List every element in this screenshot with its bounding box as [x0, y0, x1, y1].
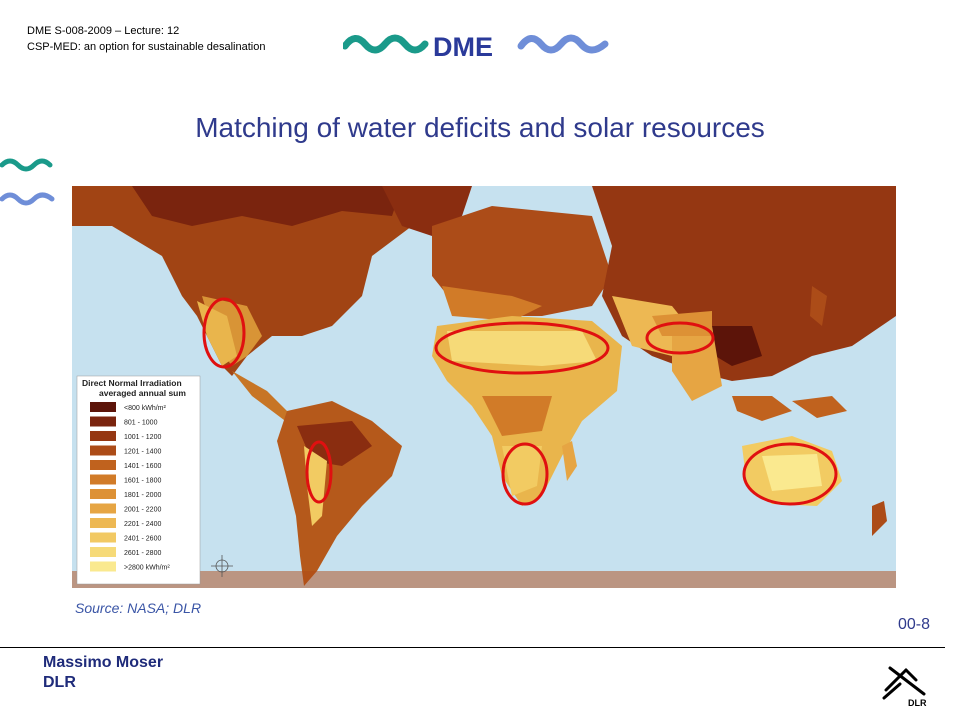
- legend-label: 1201 - 1400: [124, 449, 161, 456]
- legend-label: 2601 - 2800: [124, 550, 161, 557]
- legend-swatch: [90, 445, 116, 456]
- dlr-emblem-icon: [882, 666, 926, 700]
- header-line2: CSP-MED: an option for sustainable desal…: [27, 41, 266, 53]
- slide-number: 00-8: [897, 616, 930, 633]
- legend-label: 1601 - 1800: [124, 478, 161, 485]
- dlr-logo-text: DLR: [908, 698, 927, 708]
- source-caption: Source: NASA; DLR: [75, 600, 202, 616]
- legend-swatch: [90, 416, 116, 427]
- legend-swatch: [90, 460, 116, 470]
- compass-rose-icon: [211, 555, 233, 577]
- legend-swatch: [90, 561, 116, 572]
- legend-label: 1401 - 1600: [124, 463, 161, 470]
- legend-swatch: [90, 518, 116, 528]
- highlight-atacama: [305, 440, 333, 504]
- legend-label: <800 kWh/m²: [124, 405, 166, 412]
- legend-label: 1001 - 1200: [124, 434, 161, 441]
- legend-swatch: [90, 503, 116, 514]
- legend-title-line2: averaged annual sum: [99, 388, 186, 398]
- europe: [432, 206, 612, 316]
- legend-swatch: [90, 431, 116, 441]
- dme-logo-text: DME: [433, 32, 493, 62]
- legend-label: 2201 - 2400: [124, 521, 161, 528]
- legend-swatch: [90, 402, 116, 412]
- legend-label: 2401 - 2600: [124, 536, 161, 543]
- blue-wave-icon: [517, 34, 609, 54]
- highlight-australia: [742, 442, 838, 506]
- highlight-south-asia: [645, 321, 715, 355]
- dme-logo: DME: [343, 32, 609, 62]
- north-america: [72, 186, 412, 376]
- highlight-markers: [202, 297, 838, 506]
- legend-swatch: [90, 547, 116, 557]
- legend-swatch: [90, 489, 116, 499]
- legend-label: 801 - 1000: [124, 420, 158, 427]
- author-org: DLR: [43, 674, 76, 691]
- slide-title: Matching of water deficits and solar res…: [195, 112, 765, 143]
- legend-swatch: [90, 474, 116, 485]
- legend-label: 2001 - 2200: [124, 507, 161, 514]
- legend-swatch: [90, 532, 116, 543]
- dlr-logo: DLR: [882, 666, 927, 708]
- footer-divider: [0, 647, 945, 648]
- legend-label: >2800 kWh/m²: [124, 565, 170, 572]
- teal-wave-icon: [343, 34, 429, 54]
- highlight-north-africa-middle-east: [434, 321, 610, 375]
- highlight-southwest-usa: [202, 297, 246, 369]
- irradiation-world-map: Direct Normal Irradiation averaged annua…: [72, 186, 896, 588]
- author-name: Massimo Moser: [43, 654, 164, 671]
- highlight-southern-africa: [501, 442, 549, 506]
- legend-label: 1801 - 2000: [124, 492, 161, 499]
- map-legend: Direct Normal Irradiation averaged annua…: [76, 375, 201, 585]
- header-line1: DME S-008-2009 – Lecture: 12: [27, 25, 180, 37]
- legend-title-line1: Direct Normal Irradiation: [82, 378, 182, 388]
- side-waves-icon: [0, 158, 55, 206]
